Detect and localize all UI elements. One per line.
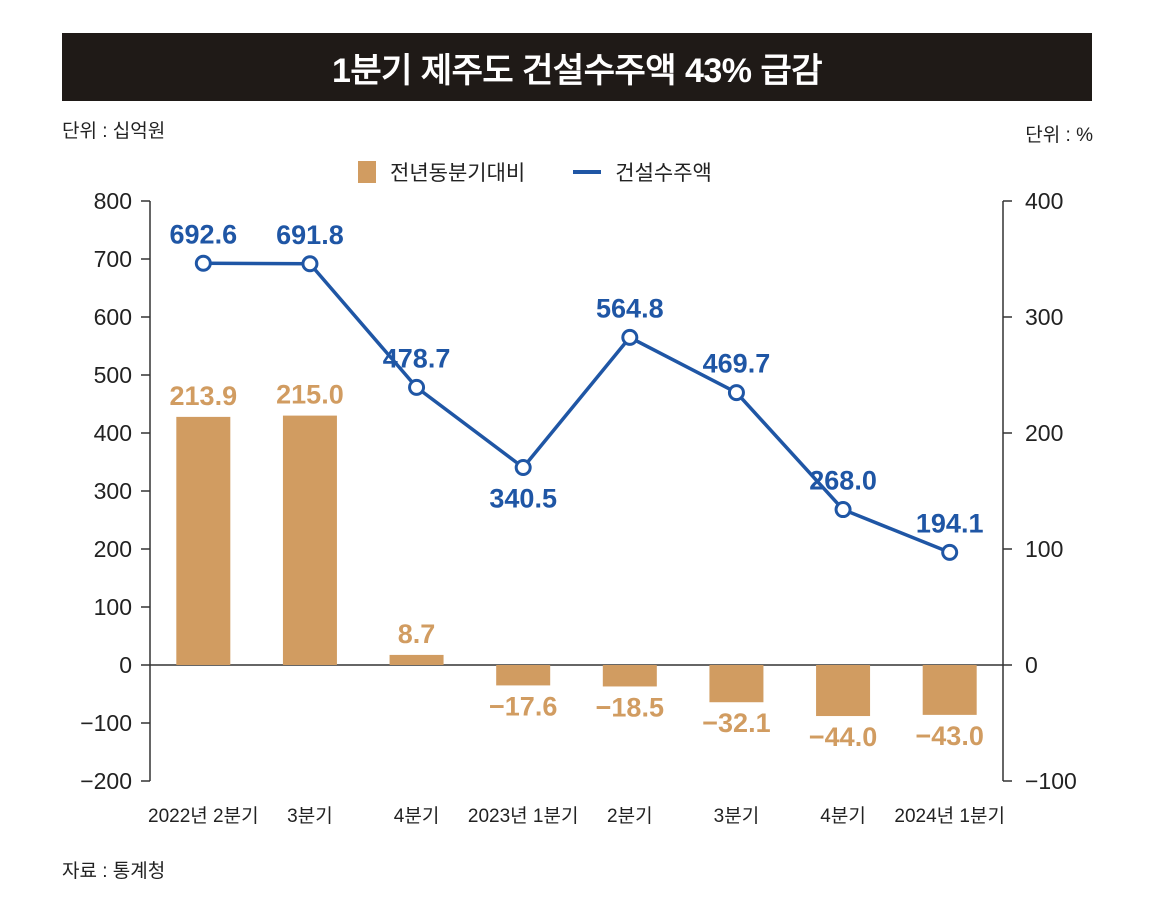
bar-value-label: 215.0 xyxy=(276,380,344,410)
bar-value-label: 8.7 xyxy=(398,619,436,649)
left-tick-label: 400 xyxy=(94,420,132,446)
legend-line-swatch xyxy=(573,170,602,174)
line-value-label: 691.8 xyxy=(276,220,344,250)
right-tick-label: 200 xyxy=(1025,420,1063,446)
left-tick-label: −100 xyxy=(80,710,132,736)
line-point xyxy=(941,543,959,561)
bar-value-label: −32.1 xyxy=(702,708,770,738)
line-point xyxy=(301,255,319,273)
category-label: 2024년 1분기 xyxy=(894,805,1005,827)
left-tick-label: 700 xyxy=(94,246,132,272)
bar xyxy=(922,665,977,715)
bar xyxy=(496,665,551,686)
line-point xyxy=(514,459,532,477)
left-tick-label: 200 xyxy=(94,536,132,562)
category-label: 2분기 xyxy=(607,805,653,827)
bar-value-label: −18.5 xyxy=(596,692,664,722)
unit-left: 단위 : 십억원 xyxy=(62,121,166,142)
bar-value-label: −44.0 xyxy=(809,722,877,752)
line-value-label: 268.0 xyxy=(809,466,877,496)
bar-value-label: −17.6 xyxy=(489,691,557,721)
right-tick-label: 0 xyxy=(1025,652,1038,678)
bar xyxy=(816,665,871,717)
line-point xyxy=(727,384,745,402)
category-label: 3분기 xyxy=(714,805,760,827)
bar xyxy=(602,665,657,687)
chart-title: 1분기 제주도 건설수주액 43% 급감 xyxy=(331,51,823,90)
left-tick-label: 100 xyxy=(94,594,132,620)
line-value-label: 340.5 xyxy=(489,484,557,514)
right-tick-label: −100 xyxy=(1025,768,1077,794)
left-tick-label: −200 xyxy=(80,768,132,794)
bar-value-label: 213.9 xyxy=(170,381,238,411)
legend: 전년동분기대비 건설수주액 xyxy=(358,157,712,187)
line-value-label: 469.7 xyxy=(703,349,771,379)
line-point xyxy=(834,501,852,519)
line-point xyxy=(408,378,426,396)
source-note: 자료 : 통계청 xyxy=(62,861,166,882)
left-tick-label: 600 xyxy=(94,304,132,330)
left-tick-label: 0 xyxy=(119,652,132,678)
line-point xyxy=(194,254,212,272)
legend-line-label: 건설수주액 xyxy=(615,162,712,185)
category-label: 4분기 xyxy=(394,805,440,827)
right-tick-label: 100 xyxy=(1025,536,1063,562)
legend-bar-swatch xyxy=(358,161,376,183)
unit-right: 단위 : % xyxy=(1025,125,1093,146)
line-value-label: 692.6 xyxy=(170,219,238,249)
line-value-label: 564.8 xyxy=(596,293,664,323)
category-label: 2023년 1분기 xyxy=(468,805,579,827)
bar xyxy=(176,416,231,665)
line-point xyxy=(621,328,639,346)
title-bar: 1분기 제주도 건설수주액 43% 급감 xyxy=(62,33,1092,101)
category-label: 3분기 xyxy=(287,805,333,827)
category-label: 2022년 2분기 xyxy=(148,805,259,827)
bar-value-label: −43.0 xyxy=(916,721,984,751)
legend-bar-label: 전년동분기대비 xyxy=(390,162,526,185)
line-value-label: 478.7 xyxy=(383,343,451,373)
left-tick-label: 500 xyxy=(94,362,132,388)
series-line xyxy=(203,261,951,555)
bar xyxy=(282,415,337,665)
bar xyxy=(709,665,764,703)
right-tick-label: 300 xyxy=(1025,304,1063,330)
bar xyxy=(389,654,444,665)
right-tick-label: 400 xyxy=(1025,188,1063,214)
line-value-label: 194.1 xyxy=(916,508,984,538)
left-tick-label: 800 xyxy=(94,188,132,214)
left-tick-label: 300 xyxy=(94,478,132,504)
category-label: 4분기 xyxy=(820,805,866,827)
